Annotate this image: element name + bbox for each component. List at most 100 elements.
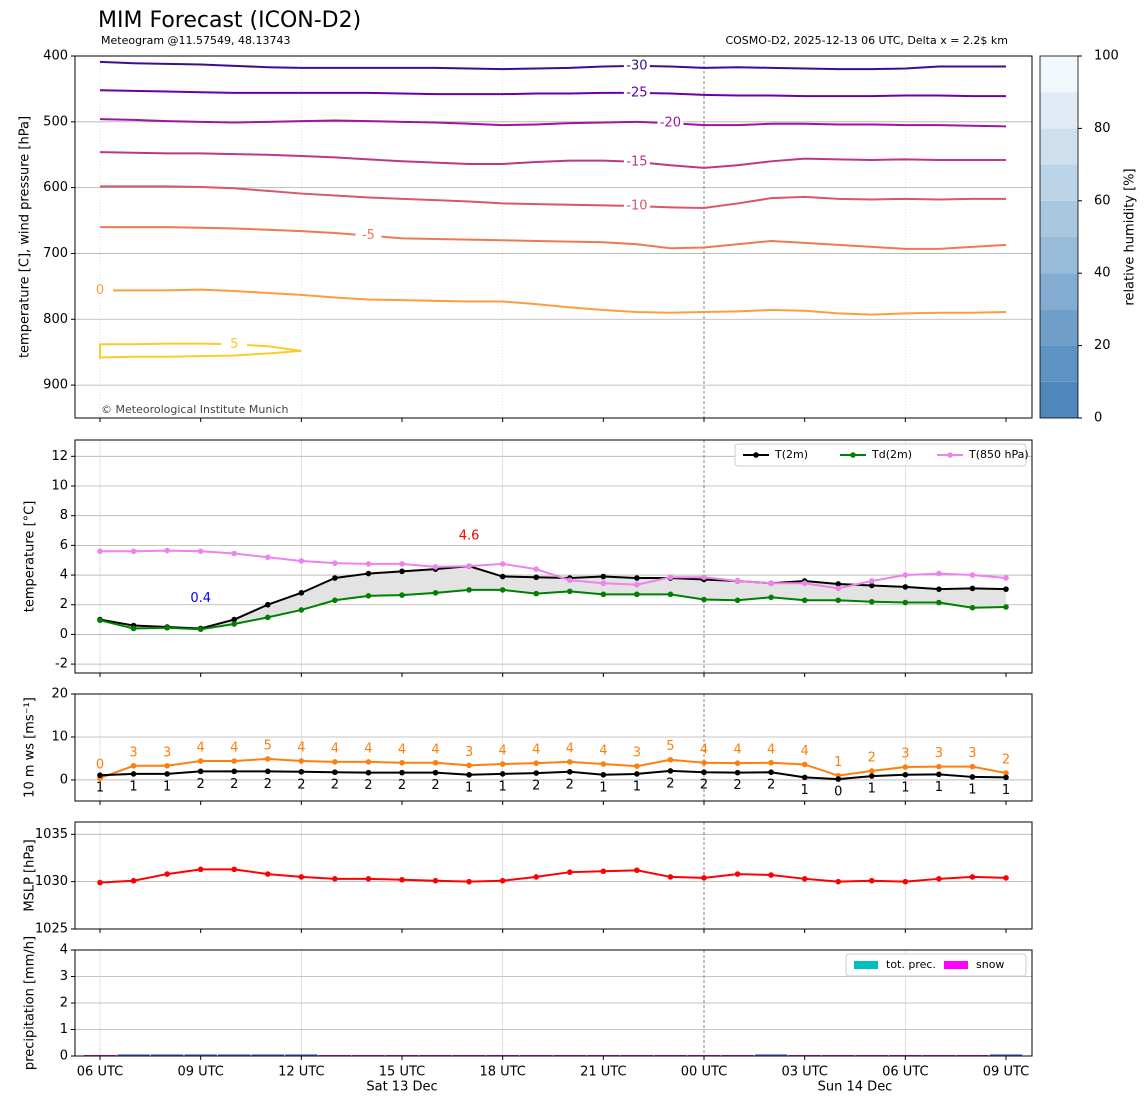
point (566, 768, 573, 775)
value-label: 1 (901, 780, 909, 795)
point (499, 761, 506, 767)
point (499, 573, 506, 580)
value-label: 4 (499, 744, 507, 759)
point (936, 763, 942, 770)
value-label: 2 (666, 776, 674, 791)
point (399, 561, 405, 567)
x-tick-label: 03 UTC (781, 1065, 827, 1080)
extreme-label: 4.6 (459, 529, 480, 544)
point (667, 768, 674, 774)
point (332, 560, 338, 566)
legend-label: snow (976, 958, 1004, 971)
point (936, 771, 942, 778)
legend-label: T(850 hPa) (968, 448, 1029, 461)
x-tick-label: 12 UTC (278, 1065, 324, 1080)
point (734, 597, 741, 604)
point (969, 763, 976, 770)
point (634, 591, 640, 598)
point (1003, 774, 1009, 781)
point (197, 758, 204, 764)
point (298, 607, 305, 613)
colorbar-tick-label: 80 (1094, 121, 1111, 136)
point (332, 759, 338, 765)
value-label: 3 (968, 746, 976, 761)
plot-area: -30 -25 -20 -15 -10 -5 0 5 (87, 57, 1007, 359)
y-tick-label: 6 (60, 538, 68, 553)
point (1003, 770, 1009, 776)
colorbar-tick-label: 20 (1094, 338, 1111, 353)
point (197, 768, 204, 775)
point (264, 768, 271, 775)
value-label: 4 (801, 744, 809, 759)
point (1003, 586, 1009, 592)
isotherm-label-bg (657, 115, 684, 132)
value-label: 5 (666, 739, 674, 754)
line (99, 769, 1007, 781)
point (130, 625, 137, 632)
point (130, 548, 137, 555)
point (768, 769, 774, 776)
value-label: 2 (566, 777, 574, 792)
isotherm (100, 288, 1007, 316)
point (466, 878, 472, 885)
point (801, 876, 808, 882)
point (231, 616, 238, 623)
isotherm (99, 89, 1006, 98)
y-tick-label: -2 (55, 657, 68, 672)
value-label: 1 (834, 755, 842, 770)
colorbar-bin (1040, 200, 1078, 237)
point (768, 759, 774, 766)
isotherm (99, 342, 302, 359)
axes-frame (74, 821, 1033, 930)
point (164, 624, 170, 631)
point (499, 877, 506, 884)
value-label: 1 (465, 780, 473, 795)
point (566, 588, 573, 595)
point (97, 548, 103, 555)
y-tick-label: 400 (43, 49, 68, 64)
point (130, 771, 137, 777)
point (499, 561, 506, 567)
isotherm-label-bg (87, 282, 113, 299)
value-label: 4 (566, 741, 574, 756)
isotherm (99, 60, 1006, 71)
line (100, 549, 1007, 590)
point (701, 769, 707, 776)
point (969, 604, 976, 611)
point (936, 570, 942, 577)
point (600, 868, 607, 875)
value-label: 2 (264, 777, 272, 792)
point (197, 866, 204, 873)
point (432, 769, 439, 776)
plot-area (97, 756, 1009, 782)
value-label: 1 (1002, 783, 1010, 798)
point (701, 875, 707, 881)
y-axis-label: MSLP [hPa] (23, 839, 38, 911)
value-label: 2 (398, 778, 406, 793)
point (399, 568, 405, 575)
value-label: 3 (633, 746, 641, 761)
point (1003, 875, 1009, 881)
point (231, 866, 238, 873)
point (801, 580, 808, 587)
point (231, 550, 238, 557)
value-label: 1 (633, 779, 641, 794)
point (466, 771, 472, 778)
point (902, 878, 909, 885)
value-label: 3 (465, 745, 473, 760)
point (835, 585, 842, 592)
value-label: 4 (431, 742, 439, 757)
y-axis-label: temperature [°C] (23, 501, 38, 613)
point (835, 878, 842, 885)
point (600, 771, 607, 778)
point (298, 758, 305, 764)
point (634, 771, 640, 777)
colorbar-bin (1040, 345, 1078, 382)
point (432, 590, 439, 596)
value-label: 2 (532, 779, 540, 794)
axes-frame (74, 693, 1033, 802)
point (835, 581, 842, 587)
point (566, 869, 573, 875)
y-tick-label: 3 (60, 969, 68, 984)
